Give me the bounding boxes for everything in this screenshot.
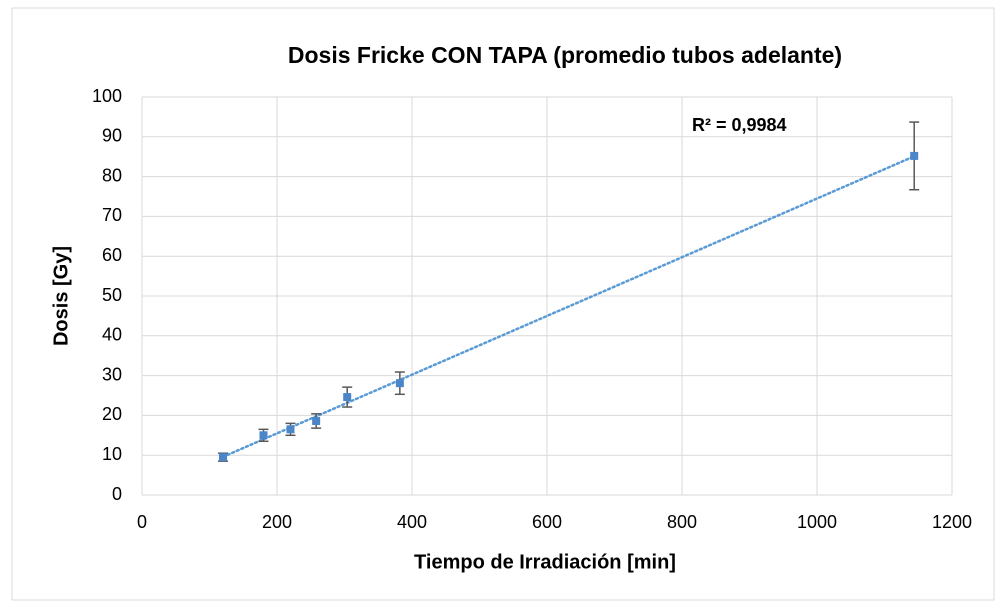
trendline: [221, 155, 916, 459]
chart-frame: [11, 7, 995, 601]
y-tick-label: 10: [102, 444, 122, 464]
data-point: [219, 453, 227, 462]
data-point: [343, 393, 352, 402]
x-tick-label: 1200: [932, 512, 972, 532]
data-point: [312, 416, 321, 425]
y-tick-label: 60: [102, 245, 122, 265]
y-tick-label: 20: [102, 404, 122, 424]
x-tick-label: 400: [397, 512, 427, 532]
y-tick-label: 40: [102, 325, 122, 345]
x-tick-label: 800: [667, 512, 697, 532]
y-tick-label: 70: [102, 205, 122, 225]
x-tick-label: 0: [137, 512, 147, 532]
y-tick-label: 30: [102, 364, 122, 384]
y-tick-label: 0: [112, 484, 122, 504]
data-point: [259, 431, 268, 440]
x-tick-label: 200: [262, 512, 292, 532]
r-squared-annotation: R² = 0,9984: [692, 115, 787, 135]
x-axis-label: Tiempo de Irradiación [min]: [414, 551, 676, 573]
y-tick-label: 80: [102, 165, 122, 185]
y-tick-label: 90: [102, 126, 122, 146]
y-tick-label: 50: [102, 285, 122, 305]
y-tick-label: 100: [92, 86, 122, 106]
data-point: [286, 425, 295, 434]
y-axis-label: Dosis [Gy]: [50, 246, 72, 346]
data-point: [395, 379, 404, 388]
x-tick-label: 1000: [797, 512, 837, 532]
data-point: [910, 151, 919, 160]
chart-title: Dosis Fricke CON TAPA (promedio tubos ad…: [288, 42, 842, 68]
x-tick-label: 600: [532, 512, 562, 532]
